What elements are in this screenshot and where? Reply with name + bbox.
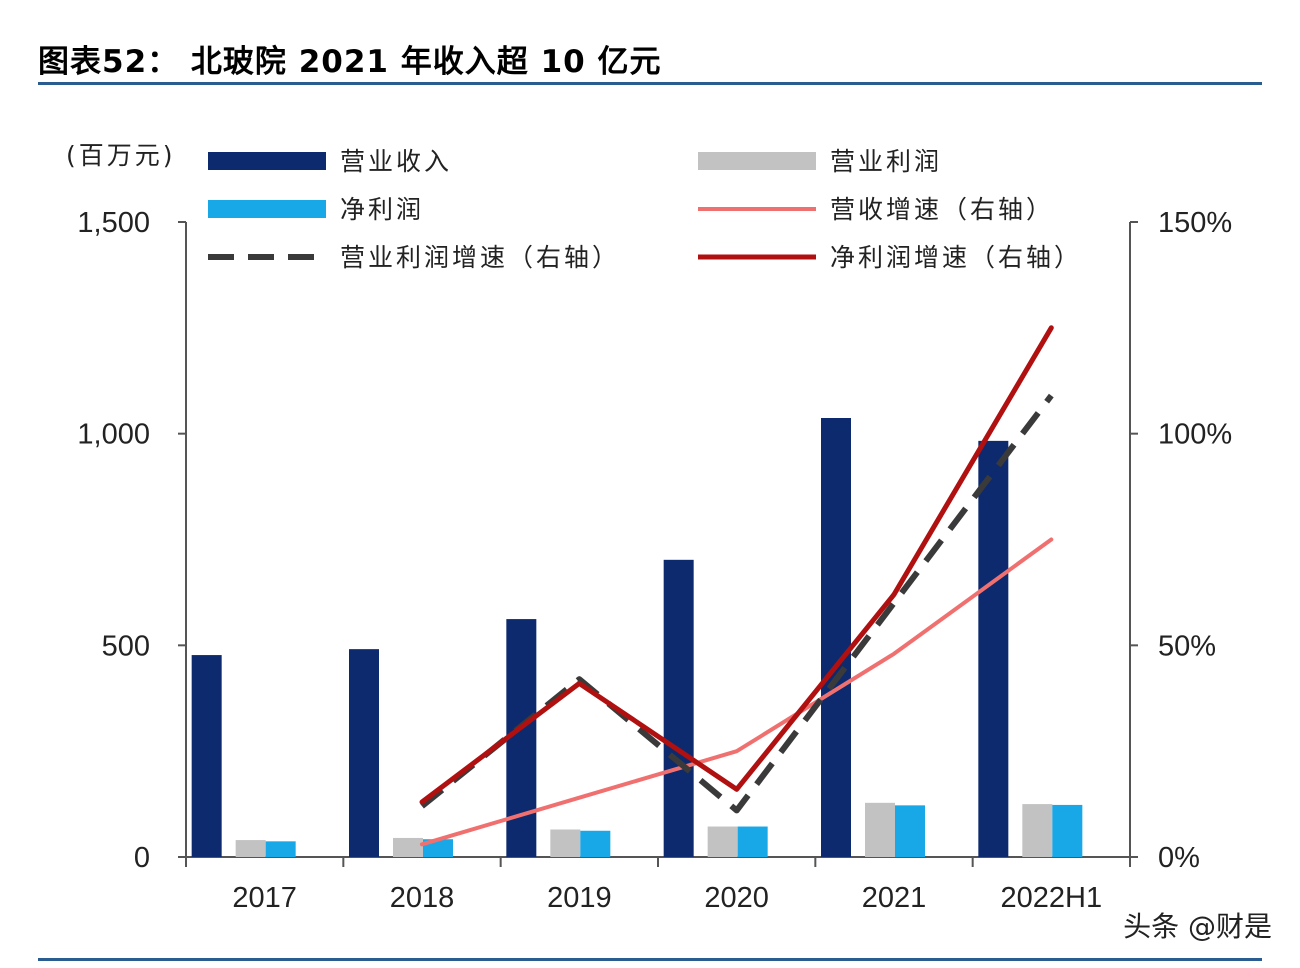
- line-revenue-growth: [420, 537, 1054, 847]
- bar-operating-profit: [1022, 804, 1053, 857]
- legend-label: 净利润: [340, 195, 424, 224]
- bar-revenue: [349, 649, 379, 857]
- x-tick-label: 2022H1: [1001, 882, 1103, 914]
- watermark: 头条 @财是: [1123, 910, 1272, 943]
- bar-net-profit: [580, 830, 611, 857]
- legend-label: 营业收入: [340, 147, 452, 176]
- bar-net-profit: [265, 841, 296, 857]
- bar-operating-profit: [865, 802, 895, 857]
- x-tick-label: 2017: [232, 882, 297, 914]
- legend-swatch: [208, 152, 326, 170]
- chart-title: 图表52： 北玻院 2021 年收入超 10 亿元: [38, 44, 662, 80]
- left-tick-label: 1,500: [77, 207, 150, 239]
- bar-operating-profit: [550, 829, 581, 857]
- bar-net-profit: [1052, 804, 1083, 857]
- bar-revenue: [191, 655, 222, 857]
- legend-swatch: [208, 200, 326, 218]
- legend-label: 净利润增速（右轴）: [830, 243, 1082, 272]
- right-tick-label: 150%: [1158, 207, 1232, 239]
- legend-label: 营业利润增速（右轴）: [340, 243, 620, 272]
- x-tick-label: 2020: [704, 882, 769, 914]
- bar-revenue: [663, 559, 694, 857]
- legend-label: 营业利润: [830, 147, 942, 176]
- footer-rule: [38, 958, 1262, 961]
- legend-label: 营收增速（右轴）: [830, 195, 1054, 224]
- right-tick-label: 50%: [1158, 630, 1216, 662]
- bar-operating-profit: [393, 837, 423, 857]
- x-tick-label: 2018: [390, 882, 455, 914]
- title-rule: [38, 82, 1262, 85]
- legend-swatch: [698, 152, 816, 170]
- left-unit-label: (百万元): [66, 141, 176, 170]
- bar-net-profit: [895, 805, 925, 857]
- x-tick-label: 2019: [547, 882, 612, 914]
- x-tick-label: 2021: [862, 882, 927, 914]
- bar-net-profit: [737, 826, 768, 857]
- left-tick-label: 500: [102, 630, 150, 662]
- left-tick-label: 0: [134, 842, 150, 874]
- right-tick-label: 0%: [1158, 842, 1200, 874]
- line-net-profit-growth: [419, 325, 1054, 805]
- bar-operating-profit: [235, 840, 266, 857]
- bar-operating-profit: [707, 826, 738, 857]
- bar-revenue: [821, 418, 851, 857]
- right-tick-label: 100%: [1158, 419, 1232, 451]
- bar-revenue: [978, 440, 1009, 857]
- left-tick-label: 1,000: [77, 419, 150, 451]
